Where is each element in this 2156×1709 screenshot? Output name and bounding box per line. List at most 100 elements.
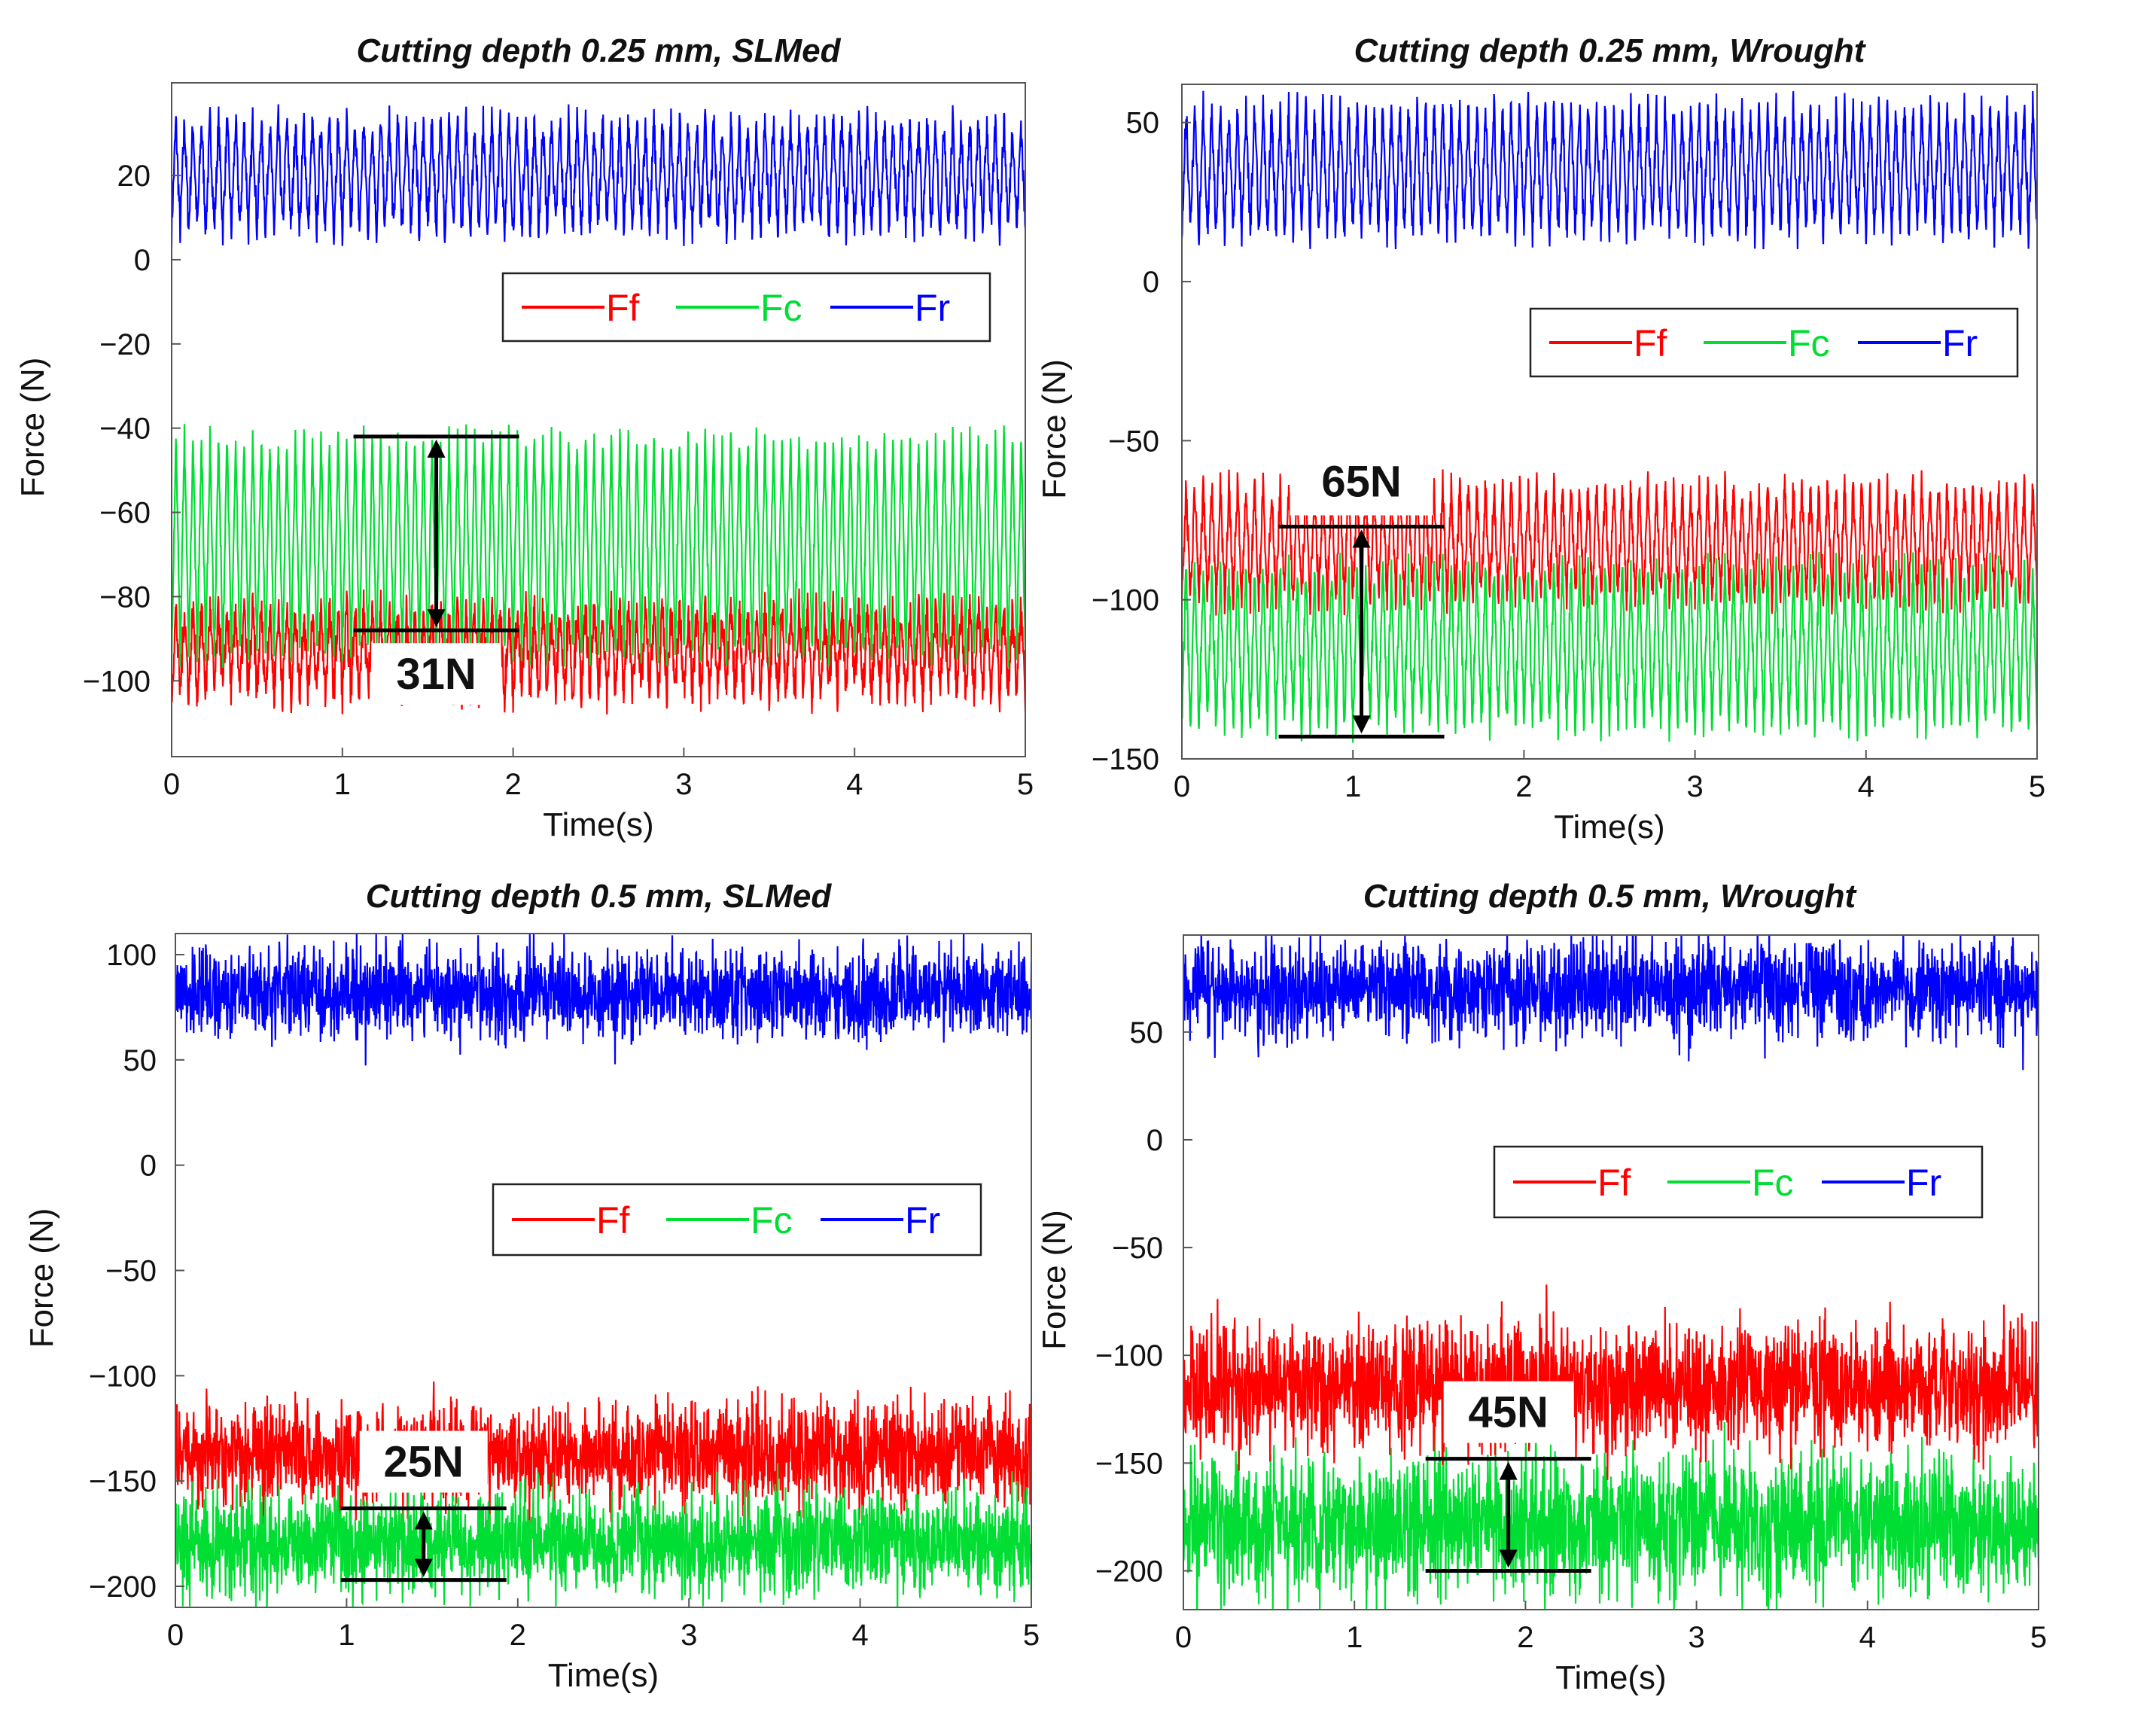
legend: Ff Fc Fr (501, 272, 991, 343)
series-line-fr (1182, 90, 2037, 250)
x-tick-label: 5 (2030, 1621, 2047, 1654)
x-tick-label: 1 (1344, 770, 1361, 803)
y-tick-label: 0 (134, 244, 151, 277)
series-line-ff (175, 1381, 1031, 1545)
legend: Ff Fc Fr (1529, 307, 2019, 378)
plot-frame (1181, 84, 2038, 760)
x-tick-label: 3 (1688, 1621, 1704, 1654)
series-line-fr (172, 104, 1025, 248)
x-tick-label: 4 (1858, 770, 1874, 803)
legend-label-fc: Fc (751, 1199, 793, 1241)
x-tick-label: 0 (163, 768, 180, 801)
chart-panel-1: Cutting depth 0.25 mm, SLMed 0 1 2 3 4 5 20 0 −20… (14, 32, 1034, 843)
data-traces (172, 104, 1025, 715)
y-tick-label: −80 (99, 580, 151, 614)
plot-frame (171, 82, 1026, 757)
y-tick-label: −50 (1108, 425, 1159, 458)
x-tick-label: 3 (1686, 770, 1703, 803)
x-tick-label: 5 (1023, 1619, 1040, 1652)
annotation: 25N (340, 1430, 507, 1583)
annotation-label: 45N (1468, 1388, 1548, 1437)
x-tick-label: 3 (675, 768, 692, 801)
x-tick-label: 4 (846, 768, 863, 801)
annotation-arrowhead-up (414, 1511, 433, 1530)
legend: Ff Fc Fr (1493, 1145, 1984, 1219)
x-tick-label: 5 (1017, 768, 1034, 801)
x-tick-label: 2 (1515, 770, 1532, 803)
legend-label-fr: Fr (905, 1199, 940, 1241)
legend-label-fr: Fr (1942, 322, 1978, 364)
legend-label-fr: Fr (1906, 1162, 1941, 1204)
annotation-arrowhead-down (1499, 1549, 1518, 1568)
legend-label-fc: Fc (1752, 1162, 1794, 1204)
x-tick-label: 4 (851, 1619, 868, 1652)
x-tick-label: 0 (1175, 1621, 1192, 1654)
annotation-arrowhead-down (427, 609, 446, 628)
annotation-arrowhead-up (1352, 529, 1371, 548)
y-tick-label: −200 (89, 1570, 157, 1604)
y-tick-label: 100 (106, 939, 157, 972)
series-line-fr (175, 934, 1031, 1066)
x-axis-label: Time(s) (543, 806, 653, 843)
annotation-label-box (1443, 1381, 1573, 1443)
y-tick-label: 20 (117, 160, 151, 193)
y-tick-label: 0 (1143, 266, 1159, 299)
annotation: 45N (1425, 1381, 1591, 1573)
x-tick-label: 5 (2029, 770, 2045, 803)
chart-title: Cutting depth 0.5 mm, Wrought (1363, 878, 1858, 915)
y-tick-label: 50 (1126, 107, 1160, 140)
series-line-fr (1183, 935, 2039, 1071)
legend-label-ff: Ff (1634, 322, 1667, 364)
data-traces (1182, 90, 2037, 743)
series-line-ff (172, 588, 1025, 715)
annotation-arrowhead-up (427, 439, 446, 458)
y-axis-label: Force (N) (14, 358, 51, 498)
annotation-arrowhead-down (1352, 715, 1371, 734)
series-line-ff (1183, 1284, 2039, 1480)
y-tick-label: −100 (1095, 1339, 1163, 1372)
annotation-arrowhead-down (414, 1558, 433, 1577)
y-axis-label: Force (N) (23, 1208, 60, 1348)
annotation-arrowhead-up (1499, 1461, 1518, 1480)
legend: Ff Fc Fr (492, 1183, 982, 1257)
series-line-ff (1182, 469, 2037, 616)
annotation: 31N (353, 434, 519, 705)
y-tick-label: 50 (1130, 1016, 1164, 1049)
chart-title: Cutting depth 0.25 mm, SLMed (357, 32, 842, 69)
y-tick-label: 50 (123, 1044, 157, 1077)
legend-label-ff: Ff (596, 1199, 630, 1241)
y-tick-label: 0 (1147, 1124, 1163, 1157)
series-line-fc (1182, 552, 2037, 743)
x-tick-label: 2 (510, 1619, 526, 1652)
x-axis-label: Time(s) (548, 1657, 659, 1694)
annotation-label-box (372, 643, 501, 705)
series-line-fc (175, 1463, 1031, 1607)
x-tick-label: 3 (681, 1619, 697, 1652)
x-tick-label: 0 (1174, 770, 1190, 803)
data-traces (175, 934, 1031, 1607)
y-tick-label: −100 (89, 1360, 157, 1393)
chart-title: Cutting depth 0.25 mm, Wrought (1354, 32, 1867, 69)
annotation-label-box (1290, 447, 1433, 516)
chart-title: Cutting depth 0.5 mm, SLMed (366, 878, 833, 915)
x-tick-label: 4 (1859, 1621, 1876, 1654)
x-axis-label: Time(s) (1554, 809, 1664, 845)
y-tick-label: 0 (140, 1150, 157, 1183)
x-tick-label: 1 (334, 768, 351, 801)
chart-panel-4: Cutting depth 0.5 mm, Wrought 0 1 2 3 4 5 50 0 −5… (1036, 878, 2047, 1696)
y-tick-label: −150 (1092, 743, 1159, 776)
legend-label-ff: Ff (606, 287, 640, 329)
legend-label-fr: Fr (915, 287, 950, 329)
annotation-label-box (359, 1430, 488, 1493)
plot-frame (1183, 934, 2039, 1610)
x-tick-label: 2 (504, 768, 521, 801)
legend-label-fc: Fc (1788, 322, 1830, 364)
data-traces (1183, 935, 2039, 1610)
y-tick-label: −150 (1095, 1447, 1163, 1480)
series-line-fc (1183, 1412, 2039, 1610)
y-tick-label: −50 (1112, 1232, 1163, 1265)
y-tick-label: −60 (99, 497, 151, 530)
